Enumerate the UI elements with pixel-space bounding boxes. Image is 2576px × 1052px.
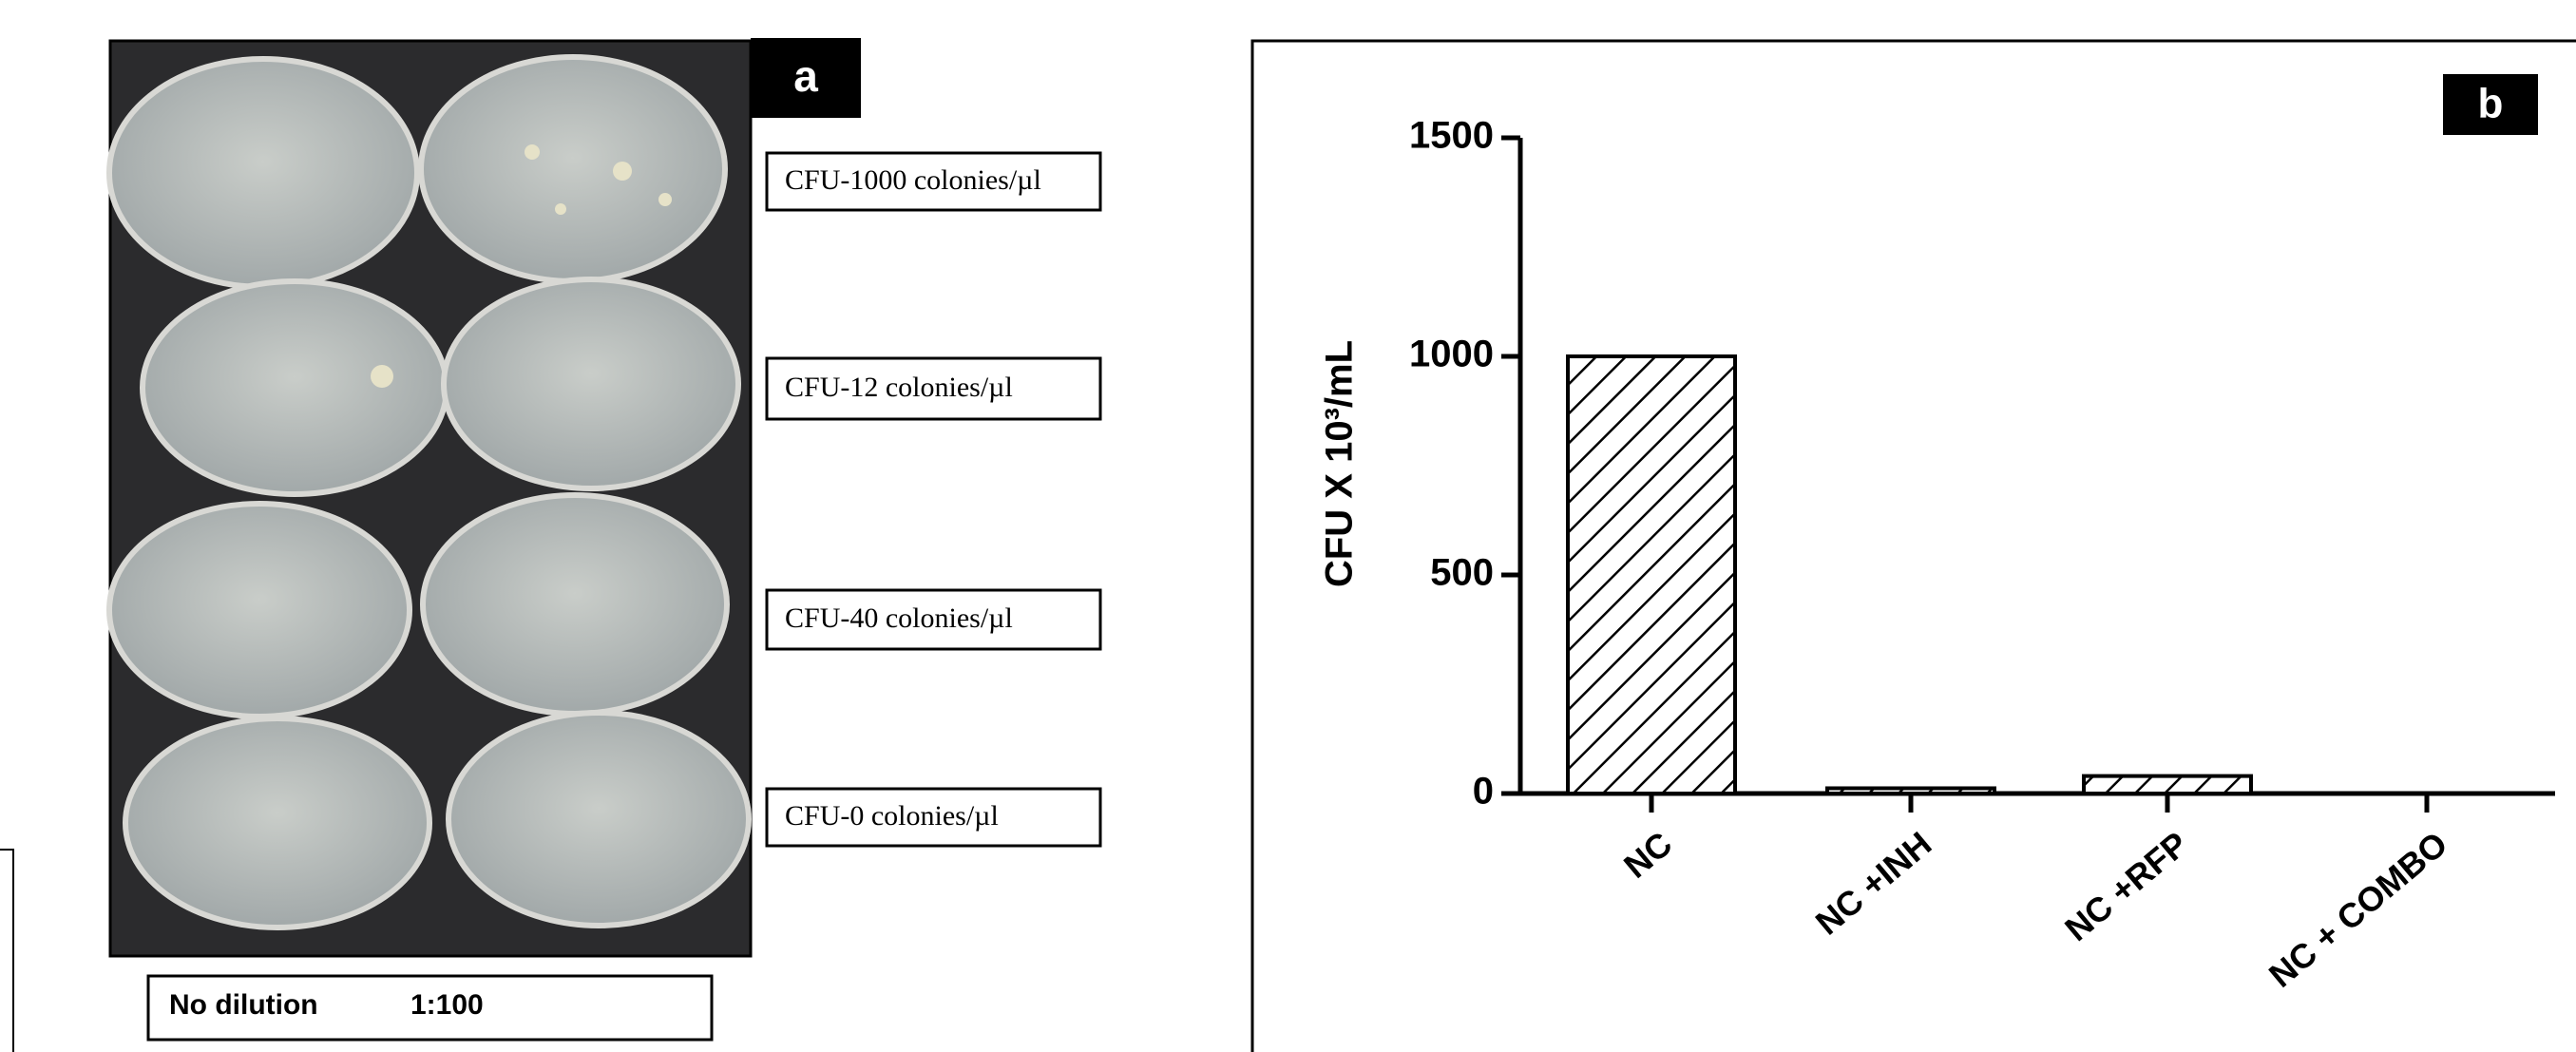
bar — [2084, 776, 2251, 794]
y-tick-label: 1000 — [1409, 334, 1494, 375]
bar — [1568, 356, 1735, 794]
x-tick-label: NC +RFP — [2057, 824, 2195, 948]
dilution-label: 1:100 — [410, 989, 484, 1021]
dilution-label: No dilution — [169, 989, 318, 1021]
count-label: CFU-0 colonies/µl — [785, 800, 999, 832]
y-tick-label: 500 — [1430, 552, 1494, 594]
x-tick-label: NC +INH — [1808, 824, 1938, 943]
y-axis-label: CFU X 10³/mL — [1319, 340, 1361, 587]
plate-photo — [109, 41, 751, 956]
y-tick-label: 1500 — [1409, 115, 1494, 157]
chart: 0 500 1000 1500 NC NC +INH NC +RFP NC + COMBO — [1409, 115, 2555, 995]
y-tick-label: 0 — [1473, 771, 1494, 813]
panel-label: b — [2478, 81, 2504, 127]
bar — [1827, 788, 1994, 794]
x-tick-label: NC + COMBO — [2261, 824, 2454, 995]
fragment — [0, 850, 13, 1052]
count-boxes — [767, 153, 1100, 846]
count-label: CFU-1000 colonies/µl — [785, 164, 1041, 196]
x-tick-label: NC — [1616, 824, 1679, 886]
count-label: CFU-12 colonies/µl — [785, 372, 1013, 403]
count-label: CFU-40 colonies/µl — [785, 603, 1013, 634]
figure: a CFU-1000 colonies/µl CFU-12 colonies/µ… — [0, 0, 2576, 1052]
panel-label: a — [793, 51, 818, 101]
